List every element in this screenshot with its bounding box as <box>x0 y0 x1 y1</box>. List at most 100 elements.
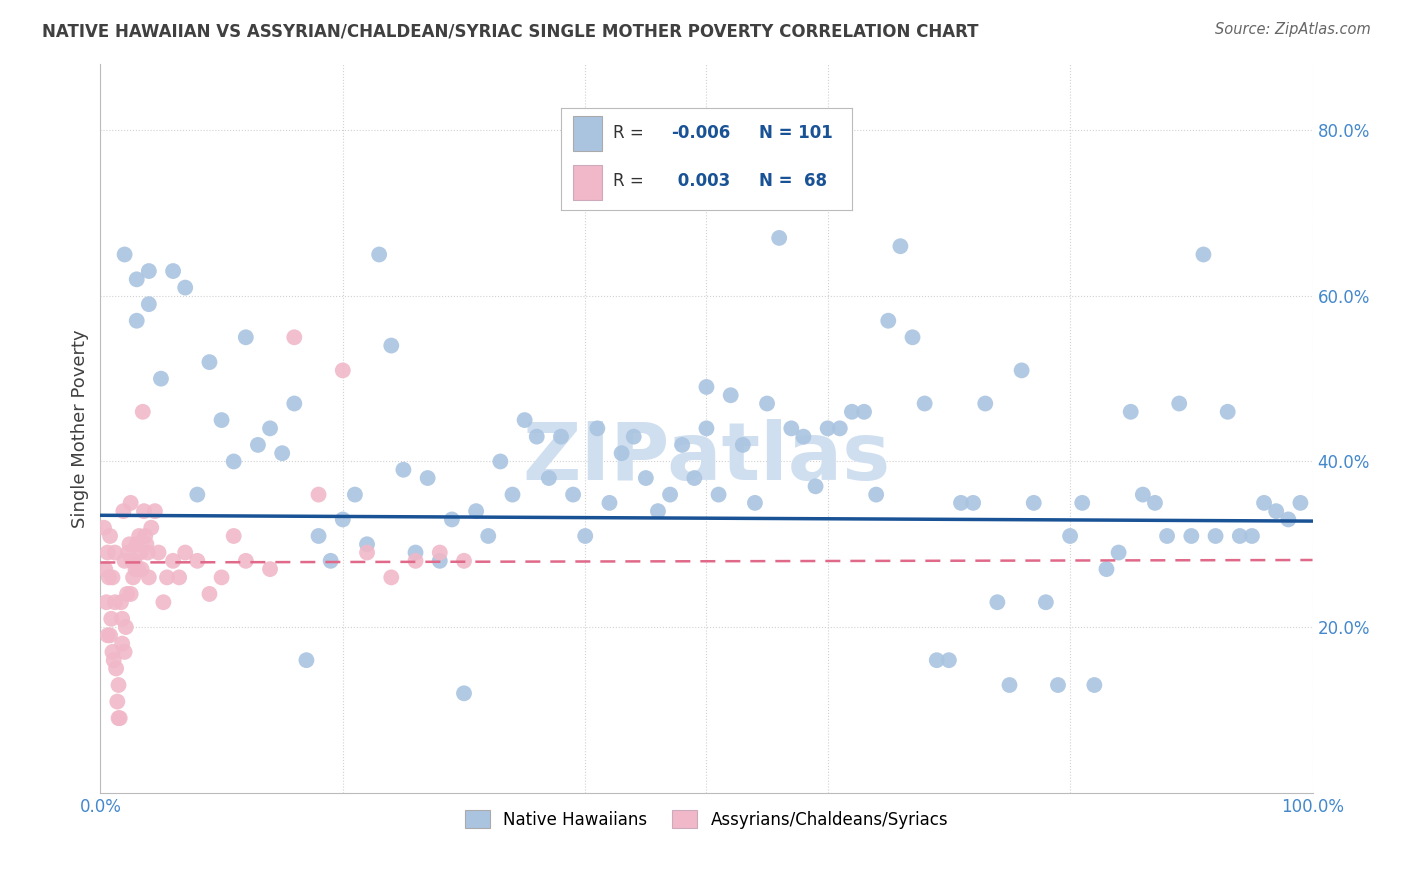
Point <box>489 454 512 468</box>
Point <box>768 231 790 245</box>
Point <box>756 396 779 410</box>
Point <box>162 264 184 278</box>
Point <box>562 487 585 501</box>
Point <box>1229 529 1251 543</box>
Text: ZIPatlas: ZIPatlas <box>522 418 890 497</box>
Point <box>120 587 142 601</box>
Point <box>125 314 148 328</box>
Point <box>1095 562 1118 576</box>
Text: Source: ZipAtlas.com: Source: ZipAtlas.com <box>1215 22 1371 37</box>
Point <box>1071 496 1094 510</box>
Point <box>720 388 742 402</box>
Point <box>120 496 142 510</box>
Point <box>380 570 402 584</box>
Y-axis label: Single Mother Poverty: Single Mother Poverty <box>72 329 89 528</box>
Point <box>148 545 170 559</box>
Point <box>235 330 257 344</box>
Point <box>129 545 152 559</box>
Point <box>134 529 156 543</box>
Point <box>707 487 730 501</box>
Point <box>121 554 143 568</box>
Point <box>308 487 330 501</box>
Point <box>128 529 150 543</box>
Point <box>610 446 633 460</box>
Point <box>211 413 233 427</box>
Point <box>117 545 139 559</box>
Point <box>1240 529 1263 543</box>
Point <box>131 562 153 576</box>
Point <box>1289 496 1312 510</box>
Point <box>623 430 645 444</box>
Point <box>647 504 669 518</box>
Point <box>513 413 536 427</box>
Point <box>132 405 155 419</box>
Point <box>817 421 839 435</box>
Point <box>167 570 190 584</box>
Point <box>259 421 281 435</box>
Point <box>744 496 766 510</box>
Point <box>101 570 124 584</box>
Point <box>97 570 120 584</box>
Point <box>132 504 155 518</box>
Point <box>105 661 128 675</box>
Point <box>1156 529 1178 543</box>
Point <box>246 438 269 452</box>
Point <box>138 570 160 584</box>
Point <box>659 487 682 501</box>
Point <box>186 554 208 568</box>
Point <box>950 496 973 510</box>
Point <box>343 487 366 501</box>
Point <box>901 330 924 344</box>
Point <box>792 430 814 444</box>
Point <box>98 529 121 543</box>
Point <box>598 496 620 510</box>
Point <box>1059 529 1081 543</box>
Point <box>198 587 221 601</box>
Point <box>259 562 281 576</box>
Point <box>962 496 984 510</box>
Point <box>124 562 146 576</box>
Point <box>174 280 197 294</box>
Point <box>156 570 179 584</box>
Point <box>107 711 129 725</box>
Point <box>974 396 997 410</box>
Point <box>141 521 163 535</box>
Text: NATIVE HAWAIIAN VS ASSYRIAN/CHALDEAN/SYRIAC SINGLE MOTHER POVERTY CORRELATION CH: NATIVE HAWAIIAN VS ASSYRIAN/CHALDEAN/SYR… <box>42 22 979 40</box>
Point <box>97 628 120 642</box>
Point <box>1168 396 1191 410</box>
Point <box>162 554 184 568</box>
Point <box>368 247 391 261</box>
Point <box>152 595 174 609</box>
Point <box>1143 496 1166 510</box>
Point <box>94 562 117 576</box>
Point <box>111 612 134 626</box>
Point <box>114 645 136 659</box>
Point <box>96 595 118 609</box>
Point <box>634 471 657 485</box>
Point <box>780 421 803 435</box>
Point <box>135 537 157 551</box>
Point <box>104 595 127 609</box>
Point <box>138 297 160 311</box>
Point <box>1108 545 1130 559</box>
Point <box>405 545 427 559</box>
Point <box>671 438 693 452</box>
Point <box>574 529 596 543</box>
Point <box>114 554 136 568</box>
Point <box>1132 487 1154 501</box>
Point <box>465 504 488 518</box>
Point <box>186 487 208 501</box>
Point <box>124 554 146 568</box>
Point <box>198 355 221 369</box>
Point <box>143 504 166 518</box>
Point <box>136 545 159 559</box>
Point <box>222 454 245 468</box>
Point <box>925 653 948 667</box>
Point <box>1083 678 1105 692</box>
Point <box>865 487 887 501</box>
Point <box>1035 595 1057 609</box>
Point <box>174 545 197 559</box>
Point <box>828 421 851 435</box>
Point <box>222 529 245 543</box>
Point <box>93 521 115 535</box>
